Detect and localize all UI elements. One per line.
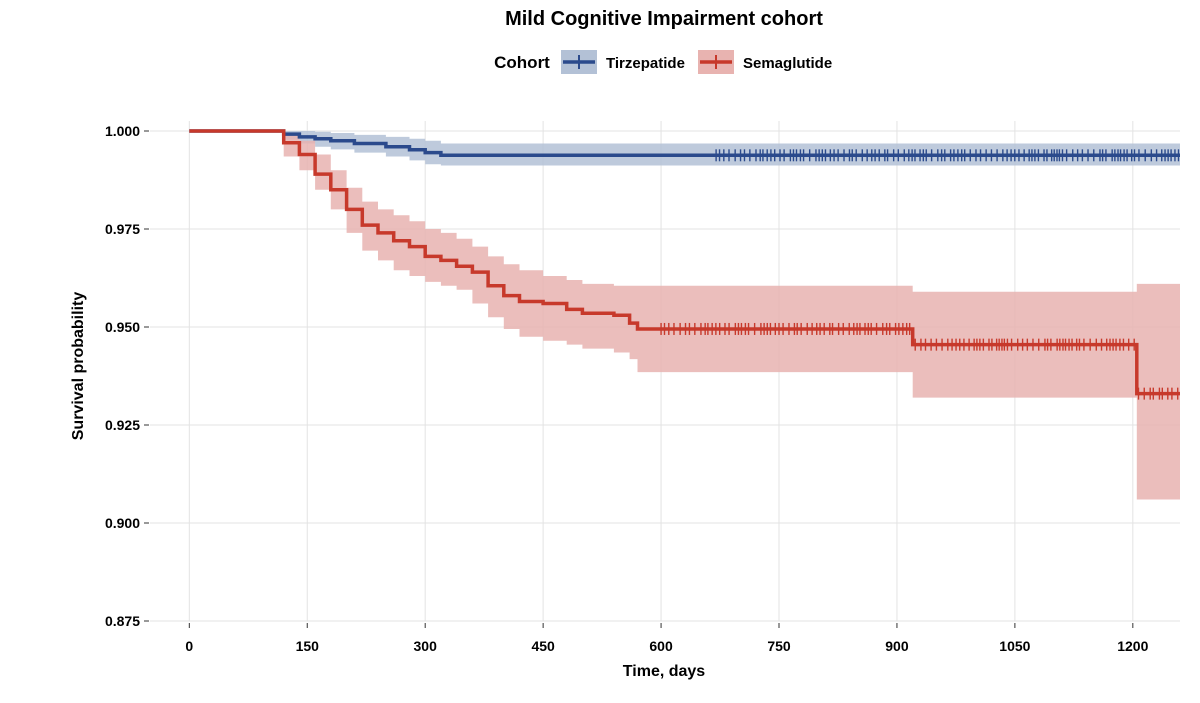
x-tick-label: 1200 xyxy=(1117,638,1148,654)
x-tick-label: 150 xyxy=(296,638,320,654)
y-tick-label: 0.925 xyxy=(105,417,140,433)
y-tick-label: 1.000 xyxy=(105,123,140,139)
y-tick-label: 0.875 xyxy=(105,613,140,629)
survival-lines xyxy=(189,129,1180,396)
x-tick-label: 300 xyxy=(414,638,438,654)
legend-label: Semaglutide xyxy=(743,55,832,72)
legend: Cohort Tirzepatide Semaglutide xyxy=(494,50,832,74)
x-tick-label: 750 xyxy=(767,638,791,654)
tirzepatide-survival-line xyxy=(189,129,1180,158)
axes: 0.875 0.900 0.925 0.950 0.975 1.000 0 150 300 450… xyxy=(105,123,1149,654)
y-tick-label: 0.900 xyxy=(105,515,140,531)
legend-label: Tirzepatide xyxy=(606,55,685,72)
chart-title: Mild Cognitive Impairment cohort xyxy=(505,8,823,30)
confidence-bands xyxy=(189,131,1181,500)
censor-marks xyxy=(660,149,1180,400)
legend-title: Cohort xyxy=(494,53,550,72)
x-tick-label: 600 xyxy=(649,638,673,654)
y-tick-label: 0.975 xyxy=(105,221,140,237)
x-tick-label: 1050 xyxy=(999,638,1030,654)
y-axis-label: Survival probability xyxy=(70,292,87,441)
legend-item-semaglutide: Semaglutide xyxy=(698,50,832,74)
x-tick-label: 450 xyxy=(531,638,555,654)
x-axis-label: Time, days xyxy=(623,663,706,680)
y-tick-label: 0.950 xyxy=(105,319,140,335)
x-tick-label: 0 xyxy=(185,638,193,654)
x-tick-label: 900 xyxy=(885,638,909,654)
legend-item-tirzepatide: Tirzepatide xyxy=(561,50,685,74)
semaglutide-survival-line xyxy=(189,129,1180,396)
semaglutide-confidence-band xyxy=(189,131,1181,500)
